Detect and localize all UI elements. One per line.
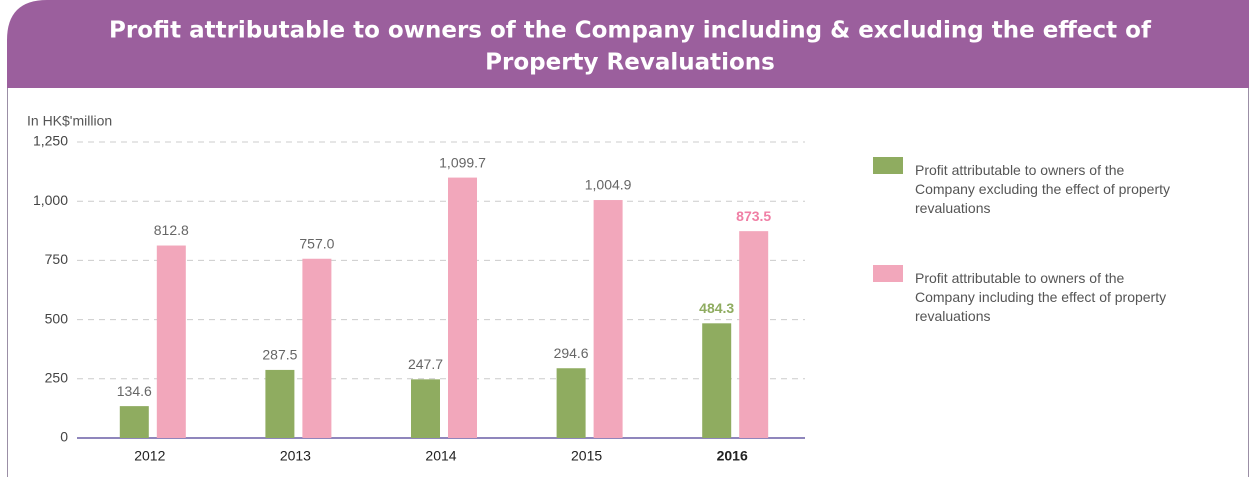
value-label: 812.8 [154,222,189,238]
value-label: 134.6 [117,383,152,399]
bar [556,368,586,438]
value-label: 757.0 [299,235,334,251]
bar [265,369,295,438]
value-label: 287.5 [262,347,297,363]
value-label: 484.3 [699,300,734,316]
chart-title: Property Revaluations [485,50,775,76]
bar [702,323,732,438]
legend-swatch [873,265,903,282]
y-tick-label: 500 [45,310,69,326]
bar [119,406,149,438]
value-label: 247.7 [408,356,443,372]
bar [302,258,332,438]
y-tick-label: 250 [45,370,69,386]
y-tick-label: 1,250 [33,133,68,149]
y-tick-label: 1,000 [33,192,68,208]
value-label: 873.5 [736,208,771,224]
x-tick-label: 2014 [425,448,456,464]
chart-title: Profit attributable to owners of the Com… [109,18,1152,44]
bar [411,379,440,438]
legend-swatch [873,157,903,174]
y-axis-label: In HK$'million [27,113,112,129]
bar [593,200,623,438]
x-tick-label: 2013 [280,448,311,464]
value-label: 1,099.7 [439,154,486,170]
value-label: 1,004.9 [585,177,632,193]
x-tick-label: 2012 [134,448,165,464]
legend-label: Profit attributable to owners of the Com… [915,162,1171,216]
bar [739,231,769,438]
y-tick-label: 750 [45,251,69,267]
legend-label: Profit attributable to owners of the Com… [915,270,1167,324]
header-band [7,0,1249,88]
x-tick-label: 2015 [571,448,602,464]
y-tick-label: 0 [60,429,68,445]
bar [448,177,477,438]
value-label: 294.6 [554,345,589,361]
bar [156,245,186,438]
x-tick-label: 2016 [717,448,748,464]
